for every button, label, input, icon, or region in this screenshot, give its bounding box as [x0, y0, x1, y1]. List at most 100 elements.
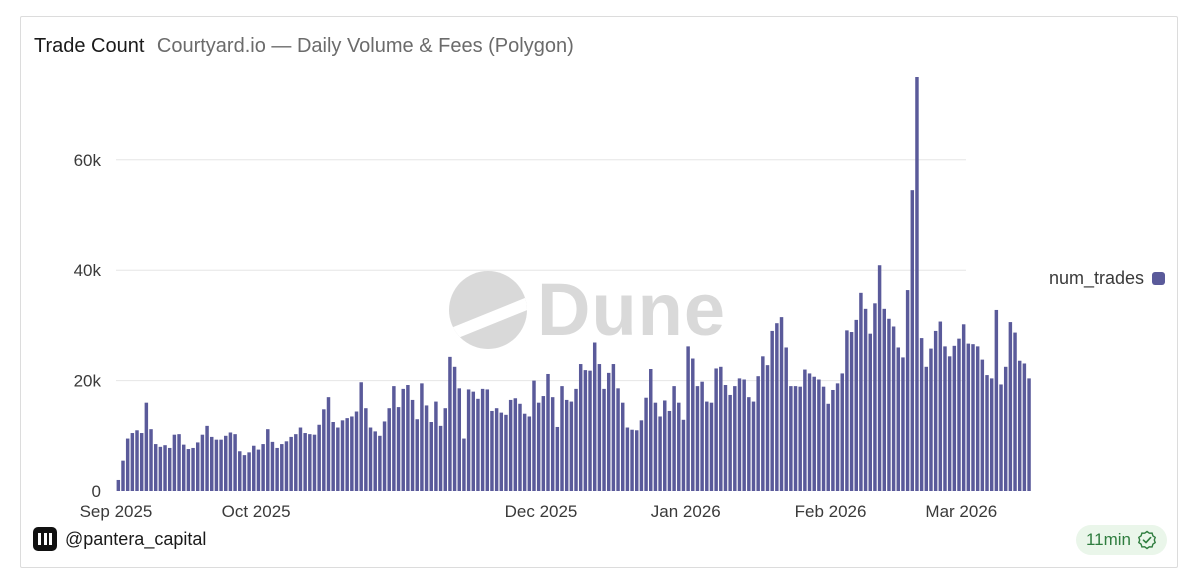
bar[interactable] [882, 308, 887, 491]
bar[interactable] [261, 444, 265, 491]
bar[interactable] [933, 330, 938, 491]
bar[interactable] [798, 386, 802, 491]
bar[interactable] [494, 408, 499, 491]
bar[interactable] [396, 407, 401, 491]
bar[interactable] [943, 346, 947, 491]
bar[interactable] [789, 386, 793, 491]
bar[interactable] [326, 397, 331, 491]
bar[interactable] [116, 479, 121, 491]
bar[interactable] [868, 333, 872, 491]
bar[interactable] [891, 326, 896, 491]
bar[interactable] [821, 386, 826, 491]
bar[interactable] [845, 330, 849, 491]
bar[interactable] [597, 364, 602, 491]
bar[interactable] [649, 369, 653, 491]
bar[interactable] [485, 389, 490, 491]
bar[interactable] [401, 388, 405, 491]
bar[interactable] [429, 422, 433, 491]
bar[interactable] [971, 344, 975, 491]
bar[interactable] [443, 408, 447, 491]
bar[interactable] [177, 434, 181, 491]
bar[interactable] [415, 419, 419, 491]
bar[interactable] [205, 425, 209, 491]
bar[interactable] [256, 449, 261, 491]
bar[interactable] [952, 345, 957, 491]
bar[interactable] [775, 323, 779, 491]
bar[interactable] [807, 373, 812, 491]
bar[interactable] [167, 447, 172, 491]
bar[interactable] [765, 365, 770, 491]
bar[interactable] [863, 308, 868, 491]
bar[interactable] [466, 389, 471, 491]
bar[interactable] [770, 330, 774, 491]
bar[interactable] [359, 382, 363, 491]
bar[interactable] [289, 436, 293, 491]
refresh-badge[interactable]: 11min [1075, 525, 1167, 555]
bar[interactable] [121, 460, 125, 491]
bar[interactable] [719, 366, 723, 491]
bar[interactable] [793, 386, 798, 491]
bar[interactable] [238, 451, 242, 491]
bar[interactable] [340, 420, 345, 491]
bar[interactable] [840, 373, 844, 491]
bar[interactable] [186, 449, 191, 491]
bar[interactable] [410, 399, 415, 491]
bar[interactable] [457, 388, 462, 491]
bar[interactable] [957, 338, 961, 491]
bar[interactable] [919, 338, 924, 491]
bar[interactable] [476, 398, 480, 491]
bar[interactable] [172, 434, 177, 491]
bar[interactable] [691, 358, 695, 491]
bar[interactable] [947, 356, 952, 491]
bar[interactable] [756, 376, 760, 491]
bar[interactable] [695, 386, 700, 491]
bar[interactable] [635, 430, 639, 491]
bar[interactable] [966, 343, 971, 491]
bar[interactable] [999, 384, 1003, 491]
bar[interactable] [354, 411, 359, 491]
bar[interactable] [303, 433, 307, 491]
bar[interactable] [616, 388, 620, 491]
bar[interactable] [737, 378, 742, 491]
bar[interactable] [317, 424, 321, 491]
bar[interactable] [588, 370, 592, 491]
bar[interactable] [532, 380, 536, 491]
bar[interactable] [859, 292, 863, 491]
bar[interactable] [705, 401, 709, 491]
bar[interactable] [630, 429, 634, 491]
bar[interactable] [803, 369, 807, 491]
bar[interactable] [961, 324, 966, 491]
bar[interactable] [266, 429, 270, 491]
bar[interactable] [522, 413, 527, 491]
bar[interactable] [130, 433, 135, 491]
bar[interactable] [686, 346, 690, 491]
bar[interactable] [854, 319, 858, 491]
bar[interactable] [527, 416, 532, 491]
bar[interactable] [322, 409, 326, 491]
bar[interactable] [784, 347, 788, 491]
bar[interactable] [373, 431, 377, 491]
bar[interactable] [504, 414, 508, 491]
bar[interactable] [499, 412, 504, 491]
bar[interactable] [910, 190, 915, 491]
bar[interactable] [817, 379, 821, 491]
bar[interactable] [658, 416, 662, 491]
bar[interactable] [611, 364, 616, 491]
bar[interactable] [620, 402, 625, 491]
bar[interactable] [901, 357, 905, 491]
bar[interactable] [195, 442, 200, 491]
bar[interactable] [163, 445, 167, 491]
bar[interactable] [144, 402, 149, 491]
bar[interactable] [252, 445, 256, 491]
bar[interactable] [1022, 363, 1027, 491]
bar[interactable] [382, 421, 387, 491]
bar[interactable] [938, 321, 943, 491]
bar[interactable] [826, 403, 830, 491]
bar[interactable] [210, 436, 214, 491]
bar[interactable] [139, 433, 144, 491]
bar[interactable] [233, 434, 237, 491]
bar[interactable] [887, 318, 891, 491]
bar[interactable] [639, 420, 644, 491]
bar[interactable] [518, 403, 522, 491]
bar[interactable] [779, 317, 784, 491]
